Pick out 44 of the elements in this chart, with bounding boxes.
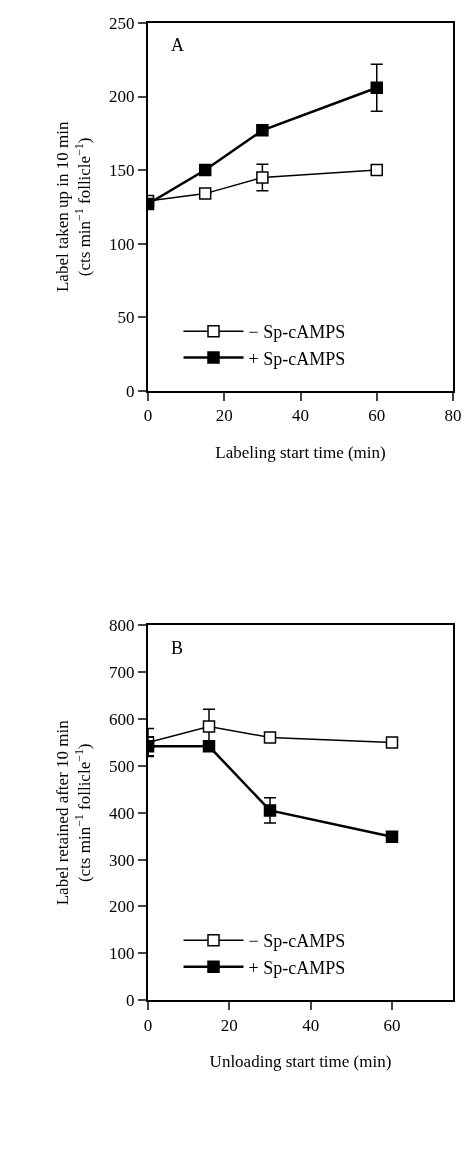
y-tick-label: 300 [109, 850, 135, 870]
legend-label: + Sp-cAMPS [248, 348, 346, 369]
x-tick-label: 80 [444, 406, 462, 426]
y-tick-label: 0 [126, 381, 135, 401]
y-tick-label: 500 [109, 756, 135, 776]
point [370, 81, 383, 94]
point [263, 731, 277, 744]
x-tick-label: 0 [143, 406, 153, 426]
legend-label: − Sp-cAMPS [248, 931, 346, 952]
x-tick-label: 60 [383, 1015, 401, 1035]
y-tick-label: 200 [109, 897, 135, 917]
point [256, 124, 269, 137]
y-tick-label: 100 [109, 234, 135, 254]
x-tick-label: 20 [220, 1015, 238, 1035]
y-tick-label: 700 [109, 663, 135, 683]
x-tick-label: 40 [292, 406, 309, 426]
legend-label: − Sp-cAMPS [248, 322, 346, 343]
y-tick-label: 600 [109, 710, 135, 730]
annotation: A [171, 35, 184, 55]
point [198, 163, 212, 177]
point [202, 740, 216, 753]
point [385, 736, 399, 749]
y-tick-label: 100 [109, 944, 135, 964]
y-tick-label: 250 [109, 13, 135, 33]
y-tick-label: 150 [109, 161, 135, 181]
x-tick-label: 0 [143, 1015, 153, 1035]
x-tick-label: 60 [368, 406, 386, 426]
point [263, 804, 277, 817]
y-tick-label: 800 [109, 616, 135, 636]
x-axis-title: Labeling start time (min) [215, 442, 386, 462]
y-tick-label: 400 [109, 803, 135, 823]
annotation: B [171, 638, 184, 658]
x-tick-label: 20 [215, 406, 233, 426]
point [385, 830, 399, 843]
point [256, 171, 269, 184]
point [370, 163, 383, 177]
point [202, 720, 216, 733]
y-tick-label: 0 [126, 991, 135, 1011]
legend-label: + Sp-cAMPS [248, 957, 346, 978]
x-tick-label: 40 [302, 1015, 320, 1035]
point [198, 187, 212, 200]
y-tick-label: 200 [109, 87, 135, 107]
y-tick-label: 50 [117, 308, 135, 328]
x-axis-title: Unloading start time (min) [209, 1052, 392, 1072]
